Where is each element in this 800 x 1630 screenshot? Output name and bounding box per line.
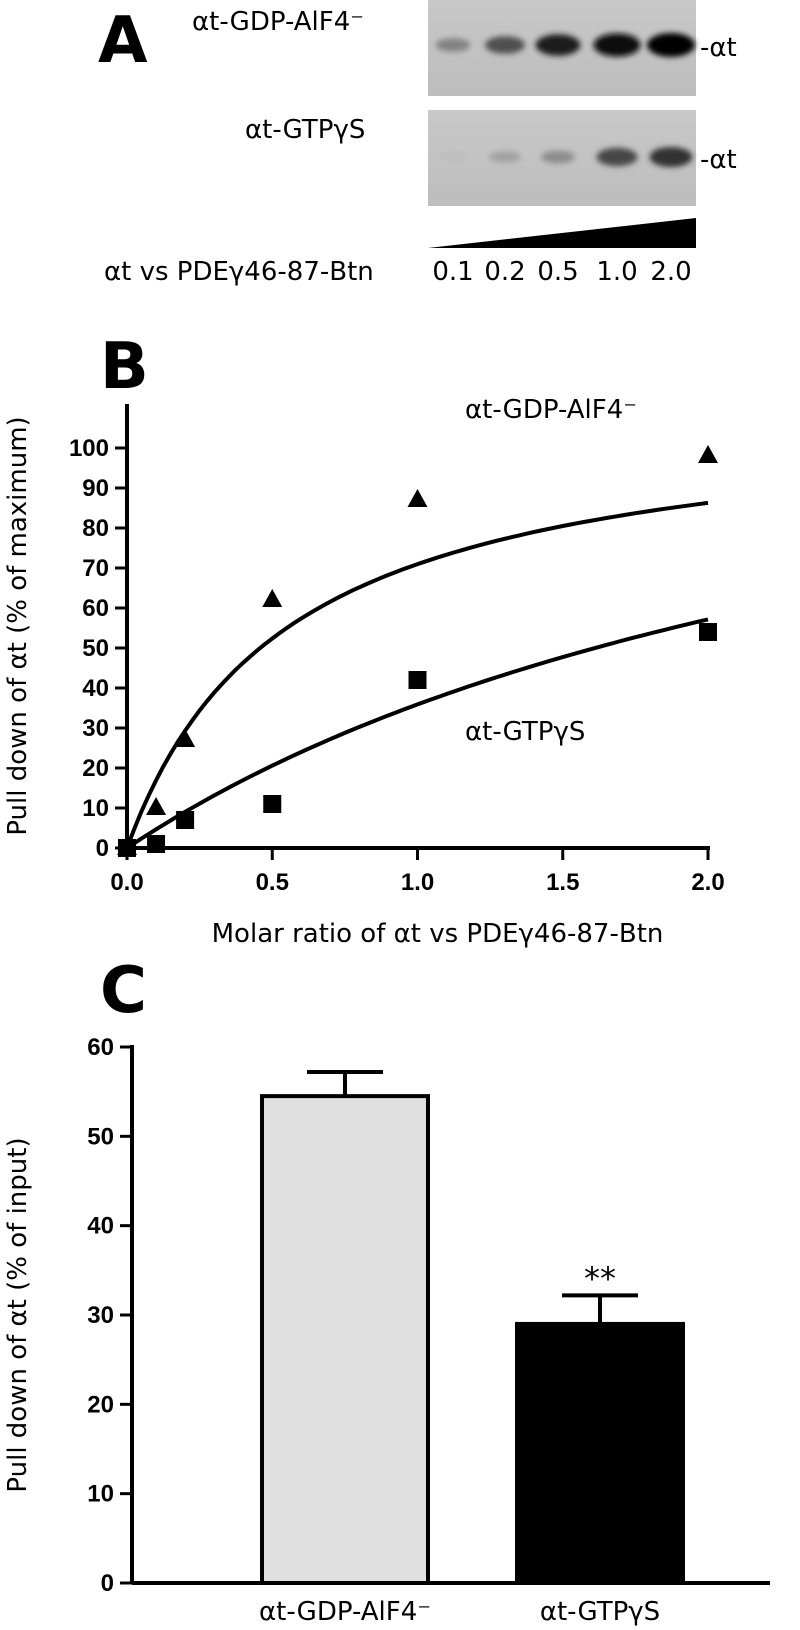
blot-2-band-5 [649,147,693,167]
chart-b-point-square [147,835,166,853]
chart-c-y-tick-label: 30 [87,1302,114,1329]
chart-b-y-axis-title: Pull down of αt (% of maximum) [3,416,33,835]
chart-b-y-tick-label: 100 [69,435,109,462]
blot-2-bands [438,147,693,167]
chart-b-fit-line-1 [125,500,709,849]
ratio-value-1: 0.1 [432,257,473,287]
blot-1-band-label: -αt [700,33,737,63]
panel-a-letter: A [98,4,148,78]
chart-c-y-tick-label: 20 [87,1391,114,1418]
chart-b-x-tick-label: 1.5 [546,869,579,896]
blot-1-bands [435,33,695,57]
chart-b-y-tick-label: 30 [82,715,109,742]
chart-b-y-tick-label: 60 [82,595,109,622]
blot-1-band-5 [647,33,695,57]
ratio-values: 0.1 0.2 0.5 1.0 2.0 [432,257,691,287]
blot-2-band-2 [489,151,521,163]
chart-b-y-tick-label: 90 [82,475,109,502]
chart-c-bar-1 [260,1094,430,1585]
ratio-wedge [428,218,696,248]
blot-1-band-2 [485,36,525,54]
blot-1-band-4 [593,33,641,57]
blot-1-band-3 [535,34,581,56]
chart-b-x-axis-title: Molar ratio of αt vs PDEγ46-87-Btn [212,919,664,949]
chart-b-point-square [176,811,195,829]
chart-b-x-tick-label: 2.0 [691,869,724,896]
ratio-label: αt vs PDEγ46-87-Btn [104,257,374,287]
chart-c-y-tick-label: 10 [87,1481,114,1508]
chart-b-y-tick-label: 70 [82,555,109,582]
blot-1-band-1 [435,38,471,52]
chart-b-series-label-1: αt-GDP-AlF4⁻ [465,395,637,425]
chart-b-y-tick-label: 0 [96,835,109,862]
chart-b-y-tick-label: 40 [82,675,109,702]
chart-c-category-label-1: αt-GDP-AlF4⁻ [259,1597,431,1627]
chart-b-point-triangle [175,729,196,747]
chart-b-point-square [263,795,282,813]
chart-c-category-label-2: αt-GTPγS [540,1597,660,1627]
chart-c-y-tick-label: 40 [87,1213,114,1240]
ratio-value-4: 1.0 [596,257,637,287]
blot-2-band-1 [438,152,468,162]
chart-b-point-square [118,839,136,857]
chart-b-point-triangle [146,797,167,815]
chart-b-y-tick-label: 20 [82,755,109,782]
blot-1-label: αt-GDP-AlF4⁻ [192,7,364,37]
chart-c-y-tick-label: 0 [101,1570,114,1597]
panel-c-letter: C [100,954,147,1028]
chart-b-series-label-2: αt-GTPγS [465,717,585,747]
chart-c: 0 10 20 30 40 50 60 Pull down of αt (% of input… [3,1034,770,1627]
chart-c-significance-2: ** [584,1259,616,1297]
chart-b-fit-line-2 [125,617,709,850]
panel-b-letter: B [100,330,149,404]
chart-c-y-tick-label: 50 [87,1123,114,1150]
chart-b-point-triangle [407,489,428,507]
chart-b-y-tick-label: 80 [82,515,109,542]
chart-b: 0 10 20 30 40 50 60 70 80 90 100 0.0 0.5 1.0 1.5 2.0 Pul… [3,395,725,949]
chart-c-bar-2 [515,1321,685,1586]
chart-b-x-tick-label: 0.5 [256,869,289,896]
chart-b-y-tick-label: 10 [82,795,109,822]
chart-c-y-axis-title: Pull down of αt (% of input) [3,1137,33,1492]
chart-c-y-tick-label: 60 [87,1034,114,1061]
blot-2-label: αt-GTPγS [245,115,365,145]
chart-b-x-tick-label: 1.0 [401,869,434,896]
blot-2-band-label: -αt [700,145,737,175]
chart-b-y-tick-label: 50 [82,635,109,662]
chart-b-x-tick-label: 0.0 [110,869,143,896]
blot-2-band-4 [596,147,638,167]
chart-b-point-square [699,623,717,641]
chart-b-point-square [408,671,427,689]
ratio-value-3: 0.5 [537,257,578,287]
chart-b-point-triangle [262,589,283,607]
chart-b-point-triangle [698,445,718,463]
blot-2-band-3 [541,150,575,164]
ratio-value-5: 2.0 [650,257,691,287]
ratio-value-2: 0.2 [484,257,525,287]
